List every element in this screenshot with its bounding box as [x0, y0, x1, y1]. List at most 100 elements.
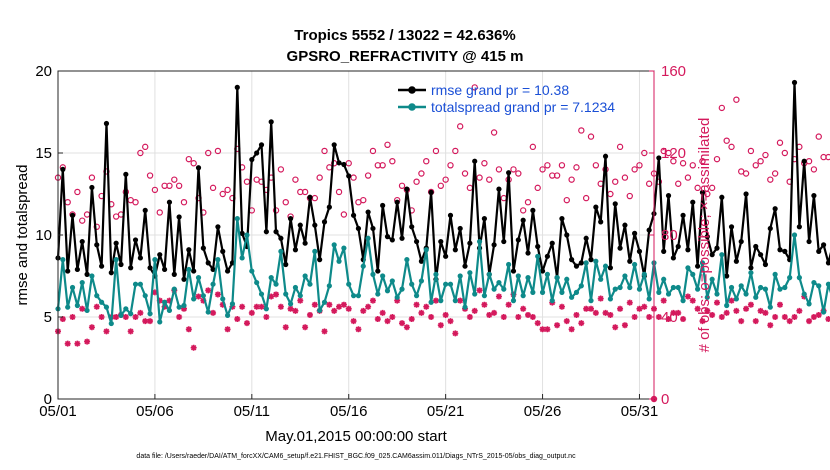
- series-point-spread: [743, 291, 749, 297]
- series-point-rmse: [549, 240, 555, 246]
- series-line-rmse: [56, 81, 830, 281]
- series-point-spread: [326, 283, 332, 289]
- series-point-rmse: [166, 199, 173, 205]
- series-point-rmse: [685, 247, 691, 253]
- obs-possible-point: [665, 149, 672, 157]
- series-point-spread: [331, 242, 337, 248]
- series-point-spread: [268, 275, 274, 281]
- series-point-rmse: [273, 229, 279, 235]
- series-point-spread: [413, 293, 420, 299]
- obs-assimilated-point: [292, 307, 299, 314]
- series-point-rmse: [118, 261, 124, 268]
- obs-assimilated-point: [219, 301, 226, 308]
- obs-assimilated-point: [588, 305, 595, 312]
- series-point-rmse: [234, 84, 240, 90]
- obs-assimilated-point: [423, 303, 430, 310]
- obs-possible-point: [224, 186, 231, 194]
- obs-assimilated-point: [224, 326, 231, 333]
- obs-assimilated-point: [428, 314, 435, 320]
- series-point-spread: [796, 275, 802, 281]
- obs-possible-point: [142, 143, 149, 151]
- obs-assimilated-point: [675, 309, 682, 316]
- series-point-spread: [302, 273, 308, 279]
- series-point-rmse: [758, 252, 764, 258]
- series-point-spread: [641, 271, 647, 277]
- series-point-rmse: [472, 158, 478, 164]
- series-point-spread: [205, 309, 211, 315]
- obs-possible-point: [825, 153, 830, 161]
- series-point-spread: [762, 286, 769, 292]
- obs-assimilated-point: [578, 320, 585, 327]
- series-point-rmse: [132, 237, 139, 243]
- obs-possible-point: [592, 162, 600, 169]
- series-point-rmse: [598, 219, 604, 225]
- obs-possible-point: [781, 149, 789, 157]
- series-point-rmse: [496, 186, 502, 192]
- series-point-spread: [162, 299, 168, 305]
- obs-possible-point: [456, 123, 464, 130]
- obs-assimilated-point: [345, 305, 352, 312]
- series-point-rmse: [65, 268, 71, 274]
- y-tick-label-left: 15: [35, 145, 52, 162]
- series-point-spread: [457, 273, 463, 279]
- series-point-spread: [355, 293, 362, 299]
- y-tick-label-right: 120: [661, 145, 686, 162]
- series-point-rmse: [506, 170, 512, 176]
- series-point-spread: [738, 283, 744, 289]
- obs-assimilated-point: [156, 297, 163, 304]
- series-point-rmse: [447, 212, 454, 218]
- x-tick-label: 05/11: [234, 403, 270, 420]
- obs-possible-point: [645, 180, 653, 187]
- series-point-spread: [510, 298, 517, 304]
- series-point-rmse: [801, 158, 807, 164]
- series-point-rmse: [249, 156, 255, 163]
- series-point-rmse: [331, 142, 337, 148]
- series-point-spread: [675, 284, 681, 291]
- x-tick-label: 05/06: [136, 403, 174, 420]
- obs-possible-point: [626, 192, 633, 200]
- obs-assimilated-point: [786, 318, 793, 325]
- series-point-rmse: [176, 214, 182, 220]
- series-point-spread: [588, 298, 594, 304]
- obs-possible-point: [171, 176, 178, 183]
- series-point-spread: [418, 278, 425, 284]
- series-point-rmse: [428, 189, 434, 195]
- series-point-rmse: [302, 240, 308, 246]
- series-point-spread: [234, 216, 240, 222]
- obs-possible-point: [747, 147, 755, 155]
- obs-assimilated-point: [132, 314, 139, 320]
- obs-assimilated-point: [418, 309, 425, 316]
- obs-possible-point: [612, 178, 619, 185]
- series-point-spread: [60, 257, 66, 263]
- series-point-rmse: [656, 155, 662, 161]
- series-point-spread: [94, 293, 100, 299]
- series-point-rmse: [588, 257, 594, 263]
- series-point-rmse: [278, 235, 284, 241]
- series-point-spread: [224, 312, 231, 318]
- obs-possible-point: [277, 166, 285, 173]
- series-point-spread: [680, 298, 686, 304]
- obs-assimilated-point: [626, 299, 633, 306]
- series-point-rmse: [704, 234, 710, 240]
- series-point-rmse: [220, 248, 226, 254]
- obs-assimilated-point: [336, 303, 343, 310]
- obs-assimilated-point: [607, 311, 614, 318]
- series-point-rmse: [224, 268, 231, 274]
- obs-possible-point: [519, 207, 527, 214]
- obs-assimilated-point: [684, 293, 691, 300]
- series-point-spread: [176, 304, 182, 310]
- series-point-rmse: [399, 235, 405, 241]
- series-point-spread: [816, 283, 822, 289]
- series-point-spread: [782, 284, 788, 291]
- series-point-spread: [195, 275, 202, 281]
- series-point-spread: [399, 286, 405, 292]
- obs-assimilated-point: [621, 322, 628, 329]
- obs-assimilated-point: [699, 318, 706, 325]
- series-point-spread: [317, 307, 323, 314]
- series-point-spread: [462, 304, 468, 310]
- obs-assimilated-point: [287, 305, 294, 312]
- series-point-spread: [685, 265, 691, 271]
- series-point-spread: [433, 271, 439, 277]
- obs-assimilated-point: [525, 311, 532, 318]
- series-point-spread: [472, 291, 478, 297]
